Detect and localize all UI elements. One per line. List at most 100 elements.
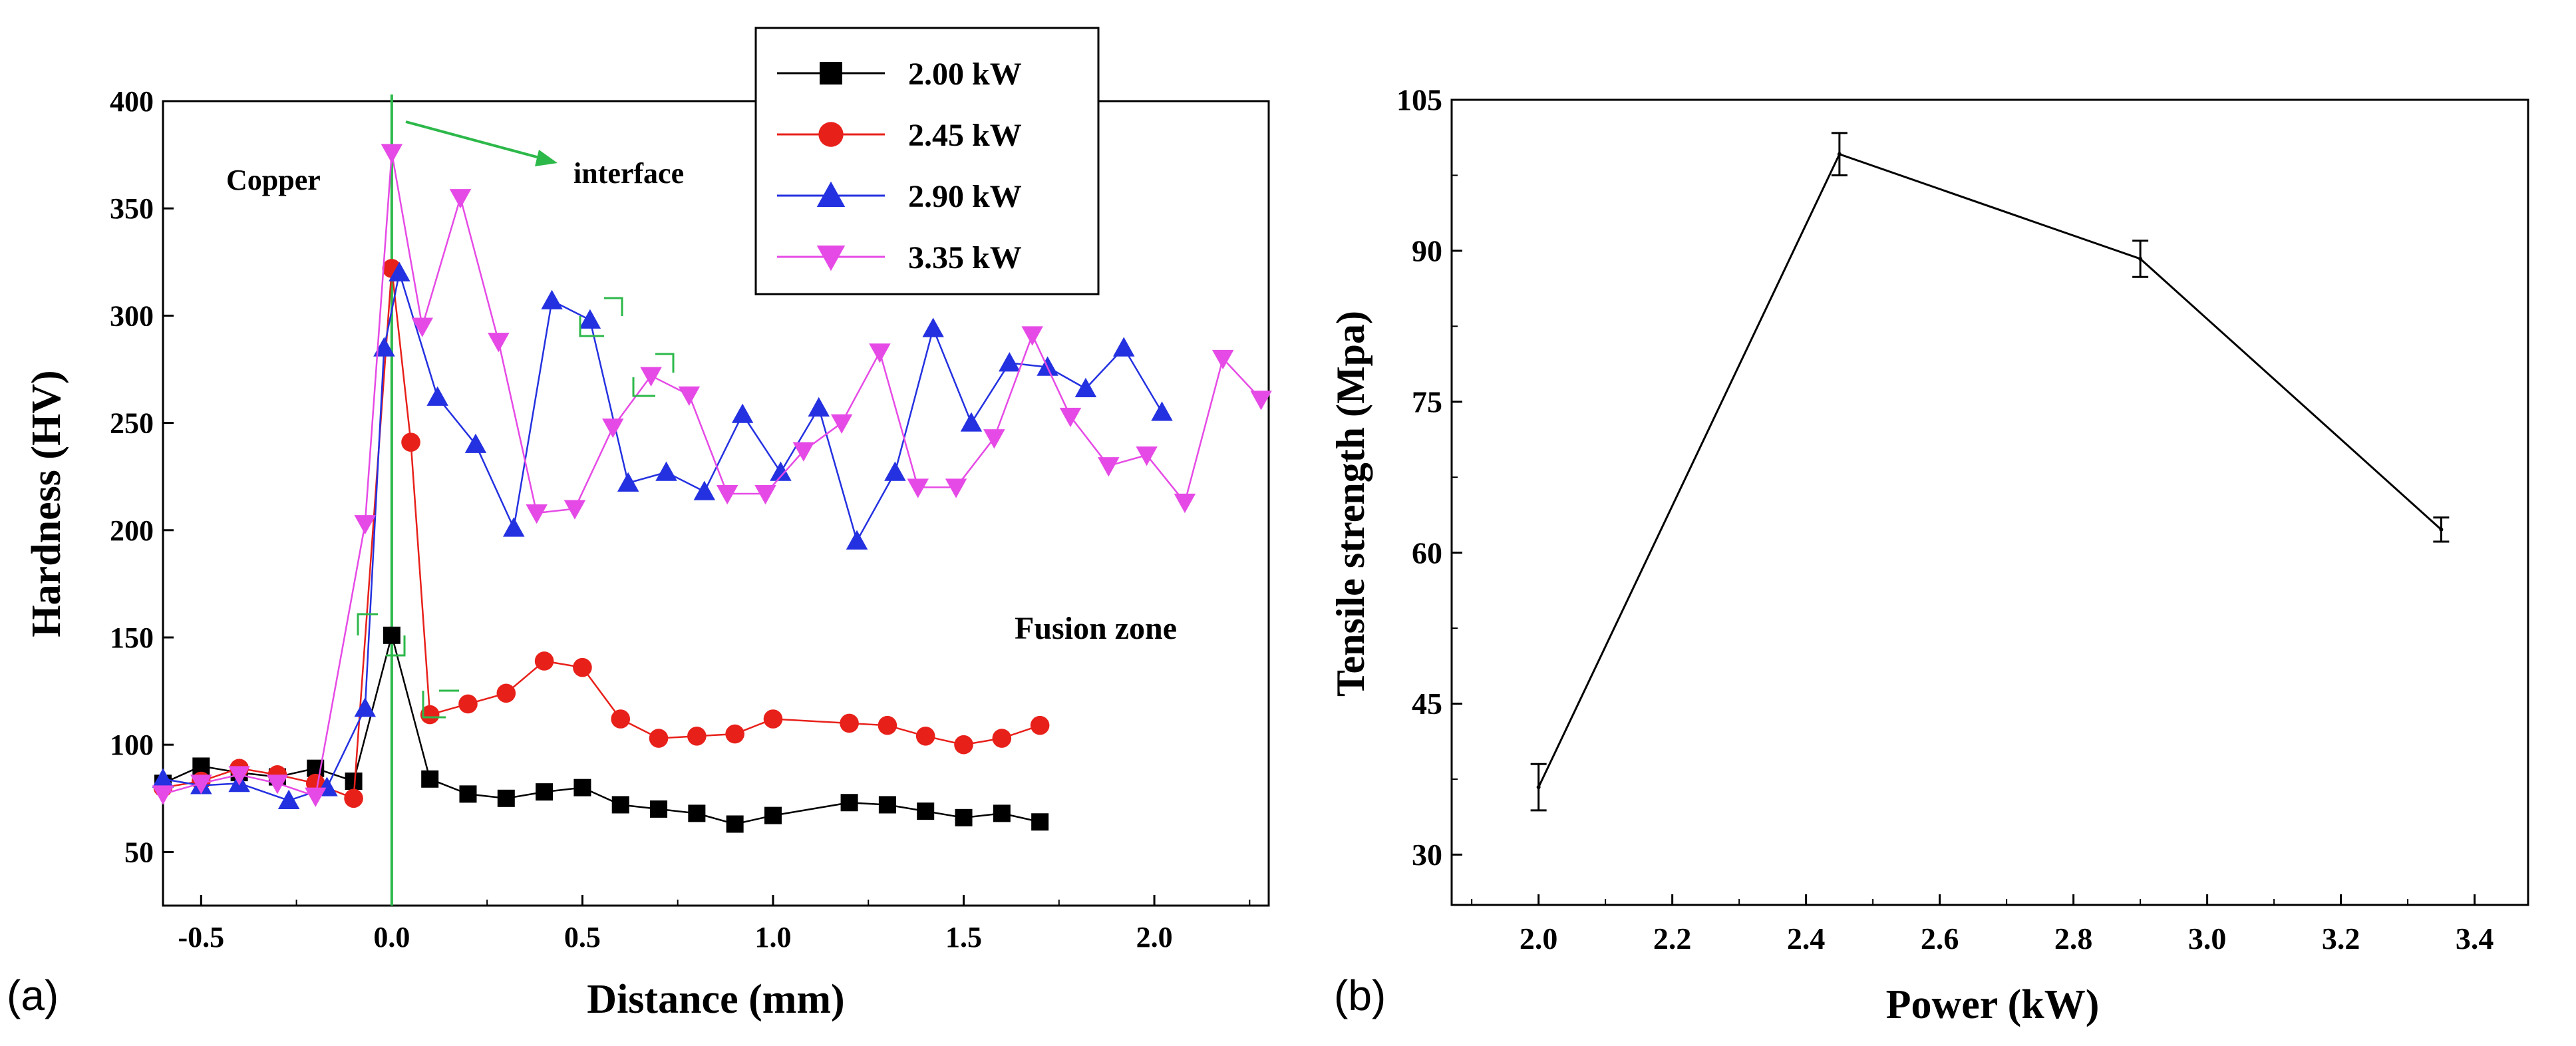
data-point	[650, 800, 668, 818]
y-tick-label: 105	[1396, 83, 1442, 117]
legend-label: 2.90 kW	[908, 179, 1022, 214]
data-point	[354, 697, 376, 717]
data-point	[526, 504, 548, 524]
copper-label: Copper	[226, 164, 321, 196]
data-point	[915, 727, 935, 746]
bracket-mark	[357, 613, 378, 635]
highlight-brackets	[357, 297, 675, 719]
data-point	[808, 397, 830, 417]
bracket-mark	[386, 635, 406, 657]
x-tick-label: 0.5	[564, 921, 601, 954]
data-point	[1174, 493, 1196, 514]
data-point	[693, 480, 716, 500]
data-point	[611, 796, 629, 814]
legend-marker	[816, 246, 846, 271]
data-point	[2138, 256, 2143, 261]
y-tick-label: 350	[110, 192, 154, 225]
data-point	[464, 433, 487, 453]
series-tensile-strength	[1530, 132, 2450, 812]
data-point	[655, 461, 677, 481]
data-point	[830, 414, 853, 434]
data-point	[754, 484, 776, 505]
data-point	[1837, 152, 1842, 156]
series-line	[162, 272, 1163, 802]
data-point	[541, 289, 563, 309]
data-point	[579, 309, 601, 329]
data-point	[731, 403, 754, 423]
legend-label: 2.45 kW	[908, 118, 1022, 153]
data-point	[458, 694, 478, 714]
data-point	[228, 766, 250, 786]
bracket-mark	[422, 691, 446, 719]
y-tick-label: 100	[110, 729, 154, 761]
data-point	[878, 715, 897, 735]
data-point	[945, 478, 967, 498]
x-tick-label: 1.5	[945, 921, 982, 954]
data-point	[1030, 715, 1050, 735]
data-point	[922, 317, 944, 337]
data-point	[401, 433, 420, 452]
x-tick-label: 2.6	[1921, 922, 1959, 956]
x-axis-title: Power (kW)	[1886, 982, 2100, 1027]
y-axis-title: Hardness (HV)	[24, 370, 69, 637]
series-3-35-kw	[152, 144, 1272, 807]
series-line	[162, 631, 1041, 825]
panel-label-b: (b)	[1334, 971, 1386, 1019]
y-tick-label: 90	[1412, 234, 1442, 268]
data-point	[1211, 349, 1234, 370]
data-point	[564, 500, 586, 520]
data-point	[993, 804, 1011, 822]
data-point	[955, 808, 973, 826]
data-point	[954, 735, 973, 755]
data-point	[907, 478, 929, 498]
data-point	[869, 343, 891, 363]
data-point	[617, 472, 639, 492]
data-point	[999, 352, 1021, 372]
x-tick-label: 3.2	[2322, 922, 2360, 956]
y-axis-title: Tensile strength (Mpa)	[1329, 311, 1372, 697]
bracket-mark	[632, 377, 655, 397]
panel-label-a: (a)	[7, 971, 59, 1019]
series-line	[162, 152, 1262, 798]
interface-arrow-head	[535, 150, 558, 166]
data-point	[503, 517, 525, 537]
data-point	[792, 442, 815, 462]
data-point	[687, 727, 707, 746]
data-point	[678, 386, 701, 406]
data-point	[389, 262, 410, 281]
x-tick-label: 3.0	[2188, 922, 2227, 956]
data-point	[770, 461, 792, 481]
legend-label: 3.35 kW	[908, 240, 1022, 275]
x-axis-title: Distance (mm)	[587, 977, 844, 1022]
data-point	[277, 789, 300, 810]
x-tick-label: 2.4	[1787, 922, 1826, 956]
x-tick-label: 2.0	[1520, 922, 1558, 956]
data-point	[496, 683, 516, 703]
data-point	[992, 729, 1012, 748]
legend-marker	[818, 122, 844, 147]
plot-area-frame	[1450, 98, 2529, 906]
x-tick-label: 3.4	[2456, 922, 2494, 956]
data-point	[497, 789, 515, 807]
x-tick-label: 0.0	[373, 921, 410, 954]
data-point	[488, 333, 510, 353]
bracket-mark	[604, 297, 623, 316]
data-point	[573, 657, 592, 677]
data-point	[449, 189, 472, 209]
data-point	[846, 530, 868, 550]
data-point	[411, 317, 433, 337]
y-tick-label: 150	[110, 621, 154, 654]
series-2-90-kw	[152, 262, 1173, 810]
data-point	[266, 775, 289, 794]
data-point	[602, 419, 624, 438]
data-point	[1112, 337, 1135, 357]
y-tick-label: 75	[1412, 385, 1442, 419]
data-point	[716, 484, 738, 505]
data-point	[640, 367, 662, 387]
data-point	[152, 768, 174, 788]
legend-label: 2.00 kW	[908, 57, 1022, 92]
fusion-zone-label: Fusion zone	[1015, 611, 1177, 646]
data-point	[649, 729, 669, 748]
data-point	[459, 785, 477, 803]
